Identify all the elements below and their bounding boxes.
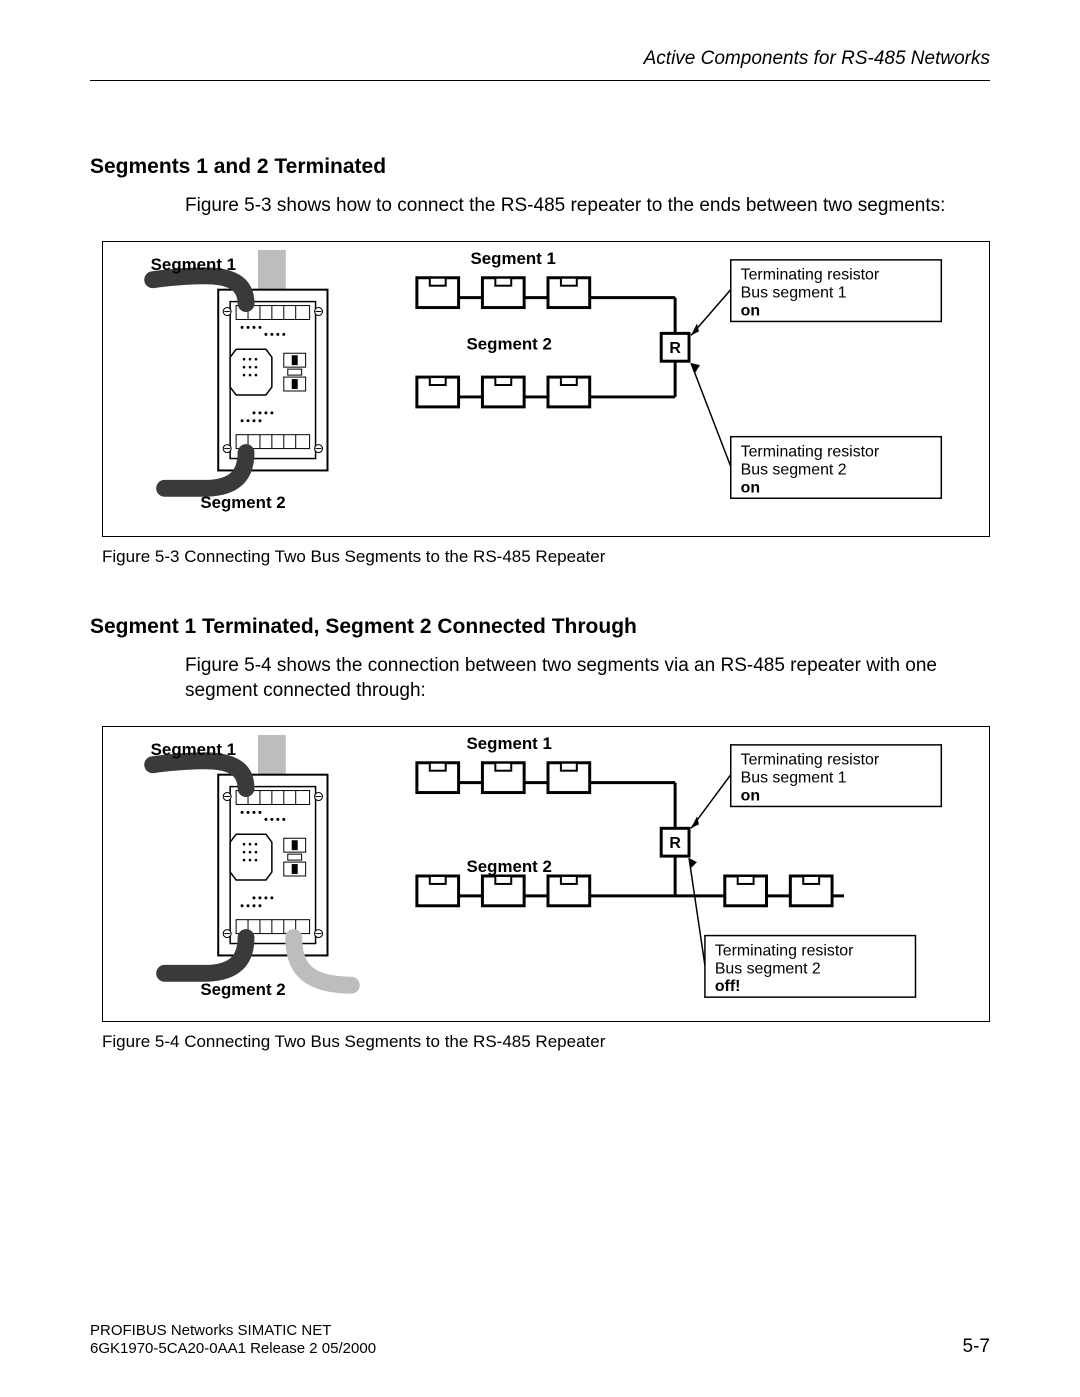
fig1-node-s1-3 (548, 277, 590, 307)
section2-lead: Figure 5-4 shows the connection between … (185, 653, 990, 704)
footer-line2: 6GK1970-5CA20-0AA1 Release 2 05/2000 (90, 1340, 990, 1359)
fig2-annot-top-l2: Bus segment 1 (741, 770, 847, 787)
fig1-annot-top-l2: Bus segment 1 (741, 284, 847, 301)
figure-5-3-caption: Figure 5-3 Connecting Two Bus Segments t… (102, 547, 990, 567)
fig1-seg1-left-label: Segment 1 (151, 254, 236, 273)
fig1-repeater-r: R (669, 340, 681, 357)
figure-5-4: Segment 1 Segment 2 R Segment 1 Segment … (102, 726, 990, 1022)
running-header: Active Components for RS-485 Networks (90, 48, 990, 81)
fig1-seg2-left-label: Segment 2 (200, 493, 285, 512)
fig2-seg2-right-label: Segment 2 (467, 857, 552, 876)
page-number: 5-7 (963, 1335, 990, 1359)
fig2-annot-top-l3: on (741, 787, 760, 804)
fig2-repeater-r: R (669, 835, 681, 852)
section2-title: Segment 1 Terminated, Segment 2 Connecte… (90, 615, 990, 639)
fig1-annot-top-l3: on (741, 302, 760, 319)
fig1-seg1-right-label: Segment 1 (471, 248, 556, 267)
figure-5-3: Segment 1 Segment 2 R (102, 241, 990, 537)
fig2-seg2-left-label: Segment 2 (200, 980, 285, 999)
page-footer: PROFIBUS Networks SIMATIC NET 6GK1970-5C… (90, 1322, 990, 1360)
section1-lead: Figure 5-3 shows how to connect the RS-4… (185, 193, 990, 219)
fig1-seg2-right-label: Segment 2 (467, 334, 552, 353)
figure-5-4-caption: Figure 5-4 Connecting Two Bus Segments t… (102, 1032, 990, 1052)
fig2-annot-bot-l3: off! (715, 978, 741, 995)
fig1-annot-bot-l1: Terminating resistor (741, 443, 880, 460)
fig1-annot-bot-l2: Bus segment 2 (741, 461, 847, 478)
fig2-annot-top-l1: Terminating resistor (741, 752, 880, 769)
fig2-annot-bot-l1: Terminating resistor (715, 942, 854, 959)
footer-line1: PROFIBUS Networks SIMATIC NET (90, 1322, 990, 1341)
fig2-seg1-left-label: Segment 1 (151, 740, 236, 759)
fig2-annot-bot-l2: Bus segment 2 (715, 960, 821, 977)
fig1-annot-top-l1: Terminating resistor (741, 266, 880, 283)
fig1-node-s1-2 (482, 277, 524, 307)
section1-title: Segments 1 and 2 Terminated (90, 155, 990, 179)
fig2-seg1-right-label: Segment 1 (467, 734, 552, 753)
fig1-node-s1-1 (417, 277, 459, 307)
fig1-annot-bot-l3: on (741, 479, 760, 496)
